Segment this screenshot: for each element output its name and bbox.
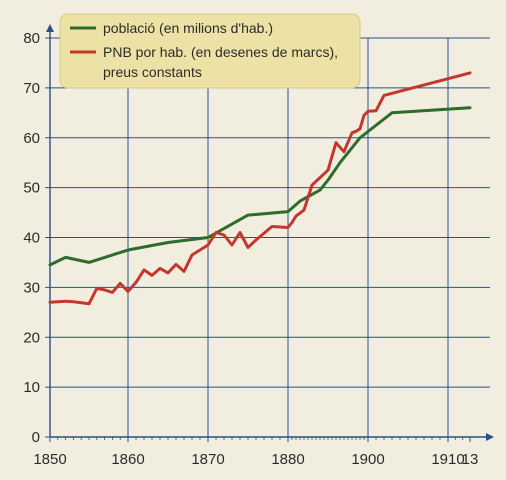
y-axis-arrow	[46, 24, 54, 32]
x-tick-label: 1900	[351, 451, 384, 468]
axes	[45, 24, 494, 442]
x-axis-arrow	[486, 433, 494, 441]
y-tick-label: 60	[23, 130, 40, 147]
series-line-poblacio	[48, 106, 472, 267]
x-tick-label: 1910	[431, 451, 464, 468]
series-line-pnb	[48, 71, 472, 306]
x-tick-label: 1850	[33, 451, 66, 468]
legend: població (en milions d'hab.) PNB por hab…	[59, 13, 361, 89]
y-tick-label: 70	[23, 80, 40, 97]
x-tick-label: 13	[462, 451, 479, 468]
series-lines	[48, 71, 472, 306]
legend-label-pnb-line1: PNB por hab. (en desenes de marcs),	[103, 44, 338, 60]
y-tick-label: 10	[23, 379, 40, 396]
y-tick-label: 80	[23, 30, 40, 47]
x-tick-label: 1880	[271, 451, 304, 468]
y-tick-label: 30	[23, 279, 40, 296]
tick-labels: 0 10 20 30 40 50 60 70 80 1850 1860 1870 1880 1900 191…	[23, 30, 478, 468]
y-tick-label: 0	[32, 429, 40, 446]
legend-box	[59, 13, 361, 89]
y-tick-label: 50	[23, 180, 40, 197]
x-tick-label: 1870	[191, 451, 224, 468]
x-tick-label: 1860	[111, 451, 144, 468]
legend-label-pnb-line2: preus constants	[103, 64, 202, 80]
y-tick-label: 20	[23, 329, 40, 346]
legend-label-poblacio: població (en milions d'hab.)	[103, 20, 273, 36]
y-tick-label: 40	[23, 230, 40, 247]
